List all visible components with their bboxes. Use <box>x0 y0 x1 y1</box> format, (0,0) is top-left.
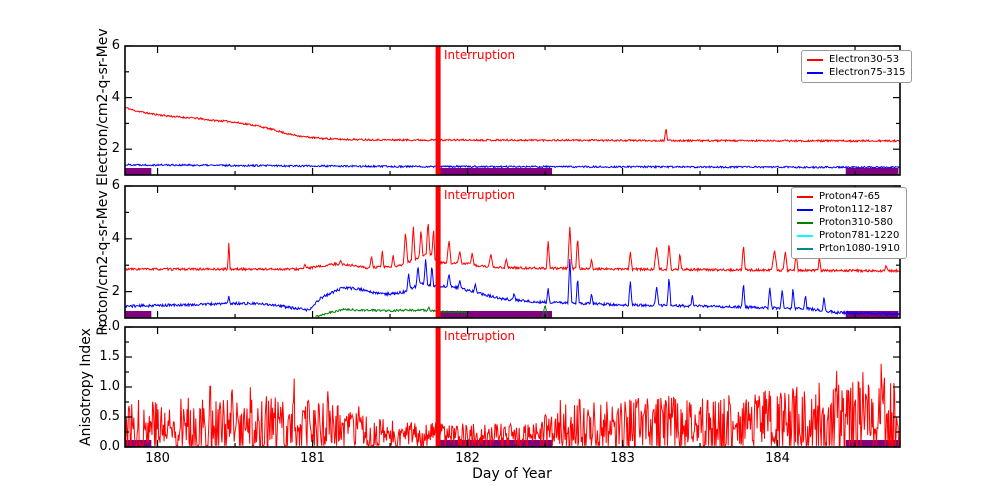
legend-line-swatch <box>797 235 813 237</box>
x-tick-label: 180 <box>145 451 170 466</box>
interruption-label-middle: Interruption <box>444 188 516 202</box>
x-axis-label: Day of Year <box>472 466 552 482</box>
data-gap-bar <box>125 168 152 175</box>
anisotropy-panel <box>124 326 901 448</box>
legend-label: Electron30-53 <box>829 54 900 65</box>
y-tick-label: 4 <box>111 230 120 246</box>
data-gap-bar <box>125 440 152 447</box>
legend-line-swatch <box>807 59 823 61</box>
legend-line-swatch <box>797 222 813 224</box>
electron-flux-panel <box>124 45 901 176</box>
y-tick-label: 6 <box>111 38 120 53</box>
legend-item: Proton47-65 <box>797 191 900 203</box>
y-tick-label: 0.5 <box>99 409 120 424</box>
y-tick-label: 6 <box>111 178 120 193</box>
y-tick-label: 1.0 <box>99 379 120 394</box>
legend-line-swatch <box>807 72 823 74</box>
x-tick-label: 182 <box>455 451 480 466</box>
data-gap-bar <box>438 440 553 447</box>
legend-line-swatch <box>797 209 813 211</box>
data-gap-bar <box>438 311 553 318</box>
legend-label: Proton310-580 <box>819 217 894 228</box>
legend-line-swatch <box>797 196 813 198</box>
legend-item: Proton310-580 <box>797 217 900 229</box>
data-gap-bar <box>438 168 553 175</box>
legend-item: Proton781-1220 <box>797 230 900 242</box>
legend-label: Proton781-1220 <box>819 230 900 241</box>
legend-item: Prton1080-1910 <box>797 243 900 255</box>
series-Proton112-187 <box>125 258 900 317</box>
legend-label: Proton112-187 <box>819 204 894 215</box>
y-tick-label: 2 <box>111 141 120 157</box>
x-tick-label: 181 <box>300 451 325 466</box>
interruption-label-top: Interruption <box>444 48 516 62</box>
interruption-line <box>435 186 441 318</box>
series-Anisotropy <box>125 363 900 447</box>
y-tick-label: 2 <box>111 283 120 299</box>
series-Proton310-580 <box>315 305 468 318</box>
proton-flux-panel <box>124 185 901 319</box>
series-Electron30-53 <box>125 106 900 143</box>
panel-border <box>124 45 901 176</box>
legend-item: Electron75-315 <box>807 67 905 79</box>
data-gap-bar <box>845 440 899 447</box>
y-tick-label: 0.0 <box>99 439 120 454</box>
y-tick-label: 1.5 <box>99 349 120 364</box>
data-gap-bar <box>845 168 899 175</box>
data-gap-bar <box>125 311 152 318</box>
x-tick-label: 184 <box>765 451 790 466</box>
legend-label: Electron75-315 <box>829 67 906 78</box>
x-tick-label: 183 <box>610 451 635 466</box>
series-Electron75-315 <box>125 163 900 170</box>
legend-label: Proton47-65 <box>819 191 881 202</box>
legend-line-swatch <box>797 248 813 250</box>
interruption-line <box>435 46 441 175</box>
electron-legend: Electron30-53 Electron75-315 <box>801 50 913 83</box>
series-Proton47-65 <box>125 223 900 274</box>
legend-label: Prton1080-1910 <box>819 243 900 254</box>
series-Proton310-580 <box>541 305 549 318</box>
interruption-label-bottom: Interruption <box>444 329 516 343</box>
y-tick-label: 4 <box>111 89 120 105</box>
legend-item: Electron30-53 <box>807 54 905 66</box>
legend-item: Proton112-187 <box>797 204 900 216</box>
proton-legend: Proton47-65 Proton112-187 Proton310-580 Pro… <box>791 187 907 259</box>
interruption-line <box>435 327 441 447</box>
y-tick-label: 2.0 <box>99 319 120 334</box>
